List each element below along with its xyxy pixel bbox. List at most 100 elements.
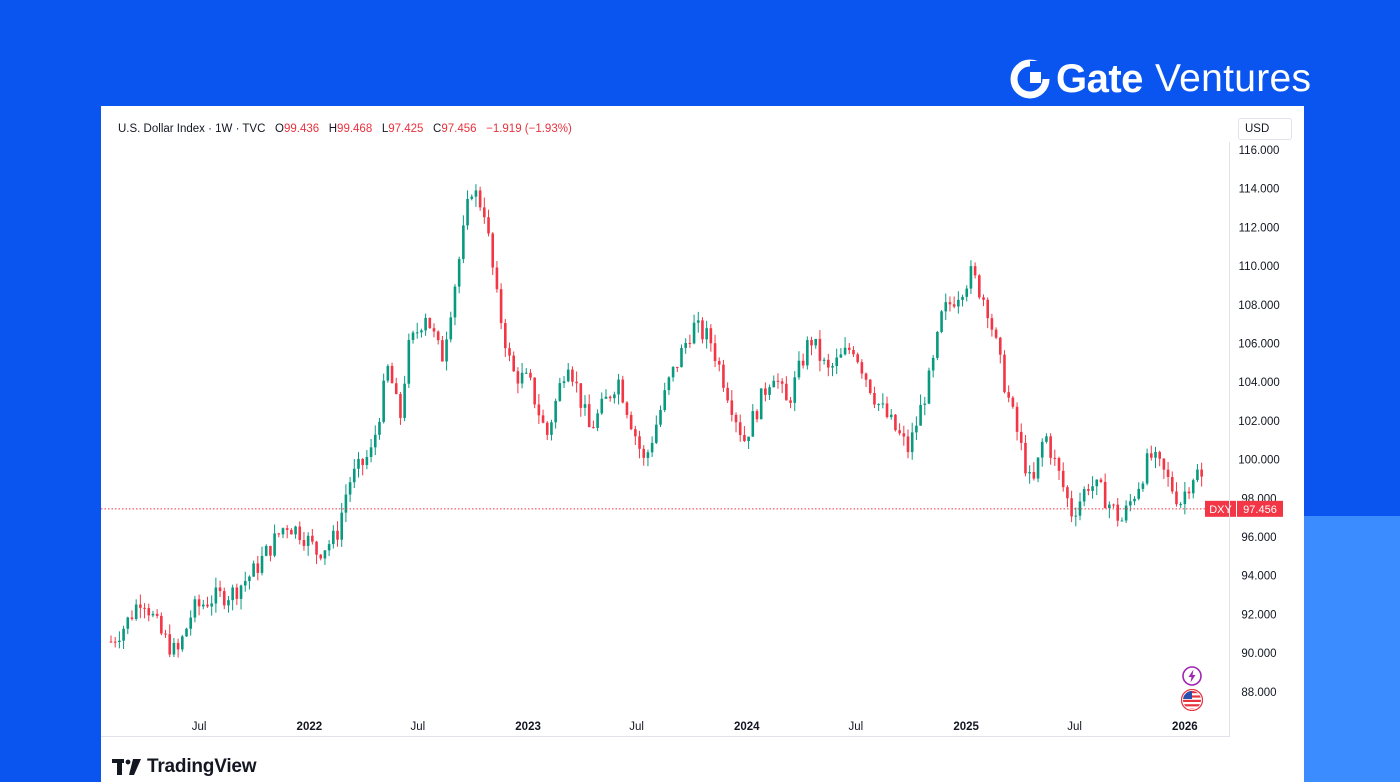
candle-body: [336, 530, 339, 540]
candle-body: [373, 434, 377, 448]
tradingview-logo-icon: [112, 759, 141, 775]
candle-body: [445, 339, 448, 362]
candle-body: [1196, 469, 1199, 481]
candle-body: [256, 563, 260, 573]
us-flag-event-icon[interactable]: [1181, 689, 1203, 711]
candle-body: [1141, 483, 1145, 489]
candle-body: [713, 343, 717, 362]
candle-body: [139, 604, 142, 608]
candle-body: [466, 198, 469, 226]
candle-body: [642, 448, 646, 458]
tradingview-logo[interactable]: TradingView: [112, 756, 257, 778]
candle-body: [621, 379, 625, 403]
candle-body: [1108, 504, 1111, 509]
candle-body: [663, 390, 667, 411]
symbol-header: U.S. Dollar Index · 1W · TVC O99.436 H99…: [118, 123, 572, 135]
candle-body: [298, 526, 302, 541]
candle-body: [315, 541, 318, 555]
candle-body: [675, 366, 679, 368]
brand-name: Gate: [1056, 56, 1143, 101]
candle-body: [982, 297, 985, 300]
lightning-event-icon[interactable]: [1181, 665, 1203, 687]
candle-body: [432, 328, 436, 332]
time-scale-divider: [101, 736, 1229, 737]
candle-body: [797, 360, 801, 378]
candle-body: [1040, 441, 1044, 458]
candle-body: [944, 302, 948, 312]
y-tick-label: 90.000: [1241, 648, 1276, 660]
candle-body: [222, 591, 226, 606]
candle-body: [1091, 486, 1094, 491]
candle-body: [747, 436, 750, 442]
candle-body: [441, 340, 444, 362]
candle-body: [113, 641, 117, 643]
candle-body: [235, 587, 239, 599]
candlestick-chart[interactable]: 116.000 114.000 112.000 110.000 108.000 106.0…: [101, 106, 1304, 746]
candle-body: [436, 331, 440, 341]
candle-body: [264, 545, 268, 556]
candle-body: [894, 414, 897, 431]
candle-body: [717, 361, 721, 365]
chart-panel[interactable]: U.S. Dollar Index · 1W · TVC O99.436 H99…: [101, 106, 1304, 782]
candle-body: [927, 370, 931, 404]
candle-body: [449, 317, 453, 340]
candle-body: [822, 359, 826, 361]
candle-body: [1082, 489, 1086, 502]
candle-body: [508, 348, 511, 356]
candle-body: [239, 585, 243, 599]
candle-body: [1149, 453, 1153, 458]
candle-body: [415, 332, 419, 334]
candle-body: [877, 404, 880, 406]
candle-body: [1070, 498, 1073, 517]
candle-body: [952, 304, 956, 307]
candle-body: [541, 415, 545, 423]
x-tick-label: 2026: [1172, 721, 1198, 733]
candle-body: [931, 357, 935, 371]
candle-body: [738, 422, 742, 436]
candle-body: [1003, 354, 1006, 393]
candle-body: [978, 275, 981, 298]
candle-body: [688, 342, 692, 344]
candle-body: [218, 587, 222, 592]
candle-body: [910, 432, 914, 453]
candle-body: [671, 366, 675, 378]
price-scale-divider: [1229, 142, 1230, 737]
candle-body: [176, 642, 180, 650]
candle-body: [969, 266, 973, 289]
candle-body: [768, 387, 771, 395]
candle-body: [650, 442, 654, 453]
candle-body: [1154, 451, 1157, 458]
candle-body: [160, 615, 163, 634]
candle-body: [852, 349, 855, 355]
currency-button[interactable]: USD: [1238, 118, 1292, 140]
candle-body: [352, 468, 356, 483]
candle-body: [118, 640, 121, 643]
candle-body: [684, 342, 687, 348]
candle-body: [378, 421, 381, 435]
candle-body: [281, 528, 285, 535]
candle-body: [1032, 472, 1036, 479]
candle-body: [558, 383, 562, 401]
candle-body: [252, 563, 255, 577]
candle-body: [793, 377, 797, 403]
candle-body: [948, 302, 952, 305]
candle-body: [122, 628, 125, 641]
candle-body: [361, 458, 364, 466]
y-tick-label: 106.000: [1238, 339, 1280, 351]
candle-body: [294, 526, 297, 535]
symbol-label-box: [1205, 500, 1236, 517]
candle-body: [1158, 451, 1161, 459]
candle-body: [1074, 515, 1078, 517]
candle-body: [1061, 470, 1065, 488]
candle-body: [109, 641, 113, 643]
candle-body: [764, 388, 767, 395]
candle-body: [524, 372, 528, 374]
candle-body: [957, 299, 960, 307]
y-tick-label: 102.000: [1238, 416, 1280, 428]
candle-body: [936, 331, 939, 358]
candle-body: [403, 383, 406, 418]
candle-body: [243, 581, 247, 586]
candle-body: [789, 400, 792, 403]
candle-body: [516, 371, 520, 384]
gate-ventures-logo: Gate Ventures: [1010, 54, 1311, 104]
